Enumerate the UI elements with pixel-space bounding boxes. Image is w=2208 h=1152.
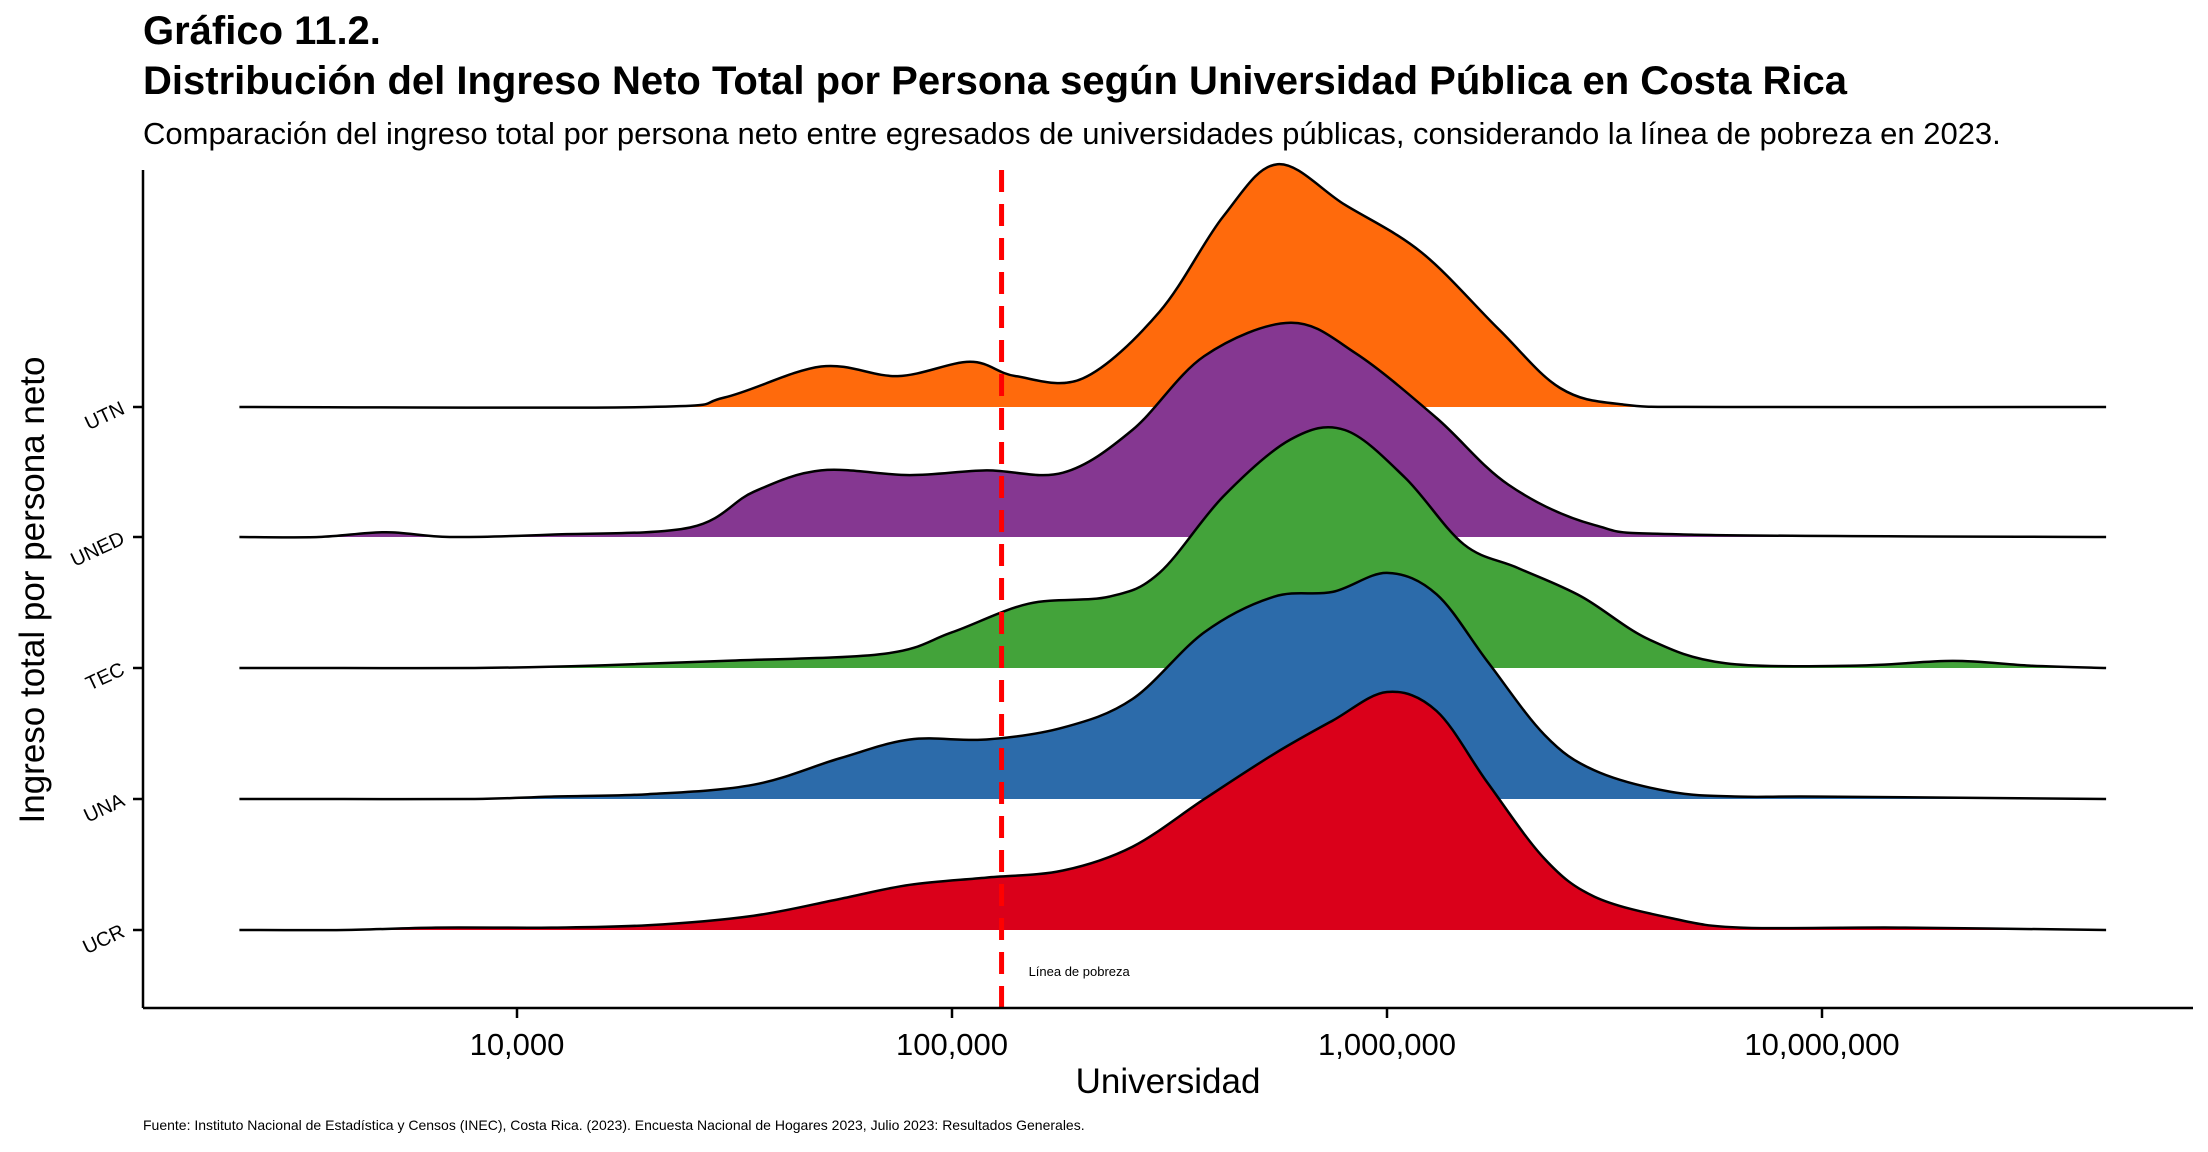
chart-title: Gráfico 11.2. [143,9,381,53]
x-axis-title: Universidad [1076,1062,1261,1101]
y-tick-label-una: UNA [81,789,129,827]
ridge-outline-ucr [239,690,2107,932]
chart-main-subtitle: Distribución del Ingreso Neto Total por … [143,59,1848,103]
x-axis-ticks: 10,000 100,000 1,000,000 10,000,000 [470,1008,1900,1062]
y-tick-label-tec: TEC [83,659,129,696]
poverty-line-label: Línea de pobreza [1029,964,1131,979]
ridge-outline-uned [239,321,2107,539]
y-tick-label-utn: UTN [82,398,129,435]
source-caption: Fuente: Instituto Nacional de Estadístic… [143,1117,1085,1133]
y-axis-ticks: UCR UNA TEC UNED UTN [67,398,143,959]
y-axis-title: Ingreso total por persona neto [13,357,52,824]
x-tick-label: 100,000 [896,1027,1008,1062]
ridge-outline-tec [239,426,2107,670]
ridge-outline-utn [239,162,2107,409]
ridge-fill-utn [239,164,2107,408]
ridge-fill-una [239,572,2107,800]
ridge-una [239,571,2107,801]
ridge-outline-una [239,571,2107,801]
ridge-tec [239,426,2107,670]
ridge-utn [239,162,2107,409]
ridges-layer [239,162,2107,932]
y-tick-label-uned: UNED [67,528,128,572]
y-tick-label-ucr: UCR [80,921,129,959]
x-tick-label: 10,000,000 [1744,1027,1899,1062]
x-tick-label: 1,000,000 [1318,1027,1456,1062]
ridge-uned [239,321,2107,539]
chart-subtitle: Comparación del ingreso total por person… [143,116,2001,151]
ridge-fill-tec [239,427,2107,669]
ridge-ucr [239,690,2107,932]
ridge-fill-ucr [239,691,2107,931]
x-tick-label: 10,000 [470,1027,565,1062]
ridge-fill-uned [239,322,2107,538]
